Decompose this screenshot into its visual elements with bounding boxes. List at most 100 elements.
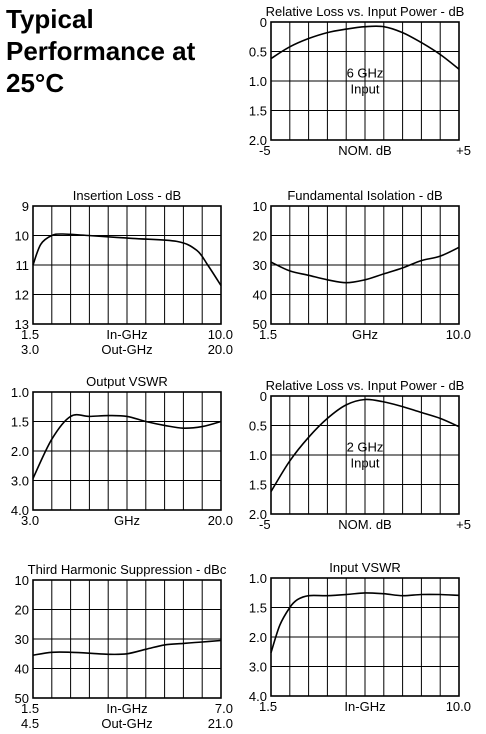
y-tick-label: 20 bbox=[15, 603, 29, 618]
y-tick-label: 10 bbox=[253, 199, 267, 214]
y-tick-label: 2.0 bbox=[11, 444, 29, 459]
chart-title: Fundamental Isolation - dB bbox=[287, 188, 442, 203]
series-line bbox=[32, 413, 222, 479]
x-tick-label: -5 bbox=[259, 517, 271, 532]
y-tick-label: 40 bbox=[253, 288, 267, 303]
x-tick-label-secondary: 3.0 bbox=[21, 342, 39, 357]
y-tick-label: 1.5 bbox=[11, 415, 29, 430]
y-tick-label: 10 bbox=[15, 229, 29, 244]
y-tick-label: 3.0 bbox=[11, 474, 29, 489]
series-line bbox=[270, 25, 460, 70]
y-tick-label: 11 bbox=[16, 258, 30, 273]
x-tick-label-secondary: Out-GHz bbox=[101, 342, 152, 357]
chart-relative-loss-6ghz: Relative Loss vs. Input Power - dB0 0.5 1.… bbox=[249, 4, 471, 158]
y-tick-label: 0.5 bbox=[249, 419, 267, 434]
heading-line-1: Typical bbox=[6, 4, 94, 34]
chart-insertion-loss: Insertion Loss - dB 9 10 11 12 131.5 In-GHz 10.… bbox=[15, 188, 233, 357]
x-tick-label-secondary: Out-GHz bbox=[101, 716, 152, 731]
y-tick-label: 50 bbox=[15, 691, 29, 706]
y-tick-label: 4.0 bbox=[249, 689, 267, 704]
y-tick-label: 10 bbox=[15, 573, 29, 588]
y-tick-label: 1.0 bbox=[249, 74, 267, 89]
x-tick-label: 1.5 bbox=[259, 327, 277, 342]
y-tick-label: 0.5 bbox=[249, 45, 267, 60]
chart-fundamental-isolation: Fundamental Isolation - dB 10 20 30 40 501.5 G… bbox=[253, 188, 471, 342]
grid-lines bbox=[271, 578, 459, 696]
x-tick-label: 1.5 bbox=[259, 699, 277, 714]
chart-title: Relative Loss vs. Input Power - dB bbox=[266, 378, 465, 393]
x-tick-label: GHz bbox=[114, 513, 140, 528]
grid-lines bbox=[33, 392, 221, 510]
grid-lines bbox=[33, 580, 221, 698]
series-line bbox=[270, 398, 460, 493]
y-tick-label: 30 bbox=[15, 632, 29, 647]
plot-frame bbox=[270, 395, 460, 515]
x-tick-label: +5 bbox=[456, 517, 471, 532]
x-tick-label-secondary: 4.5 bbox=[21, 716, 39, 731]
chart-annotation: 6 GHz bbox=[347, 65, 384, 80]
y-tick-label: 4.0 bbox=[11, 503, 29, 518]
chart-annotation: Input bbox=[351, 81, 380, 96]
y-tick-label: 13 bbox=[15, 317, 29, 332]
chart-title: Insertion Loss - dB bbox=[73, 188, 181, 203]
y-tick-label: 20 bbox=[253, 229, 267, 244]
y-tick-label: 1.5 bbox=[249, 601, 267, 616]
plot-frame bbox=[270, 205, 460, 325]
x-tick-label: In-GHz bbox=[106, 701, 147, 716]
y-tick-label: 0 bbox=[260, 15, 267, 30]
x-tick-label: 20.0 bbox=[208, 513, 233, 528]
plot-frame bbox=[32, 391, 222, 511]
y-tick-label: 2.0 bbox=[249, 630, 267, 645]
x-tick-label: In-GHz bbox=[344, 699, 385, 714]
grid-lines bbox=[271, 206, 459, 324]
y-tick-label: 1.5 bbox=[249, 104, 267, 119]
x-tick-label: 1.5 bbox=[21, 327, 39, 342]
grid-lines bbox=[33, 206, 221, 324]
y-tick-label: 1.0 bbox=[249, 448, 267, 463]
chart-title: Relative Loss vs. Input Power - dB bbox=[266, 4, 465, 19]
series-line bbox=[270, 592, 460, 653]
x-tick-label: 10.0 bbox=[446, 699, 471, 714]
x-tick-label-secondary: 20.0 bbox=[208, 342, 233, 357]
grid-lines bbox=[271, 22, 459, 140]
x-tick-label: 3.0 bbox=[21, 513, 39, 528]
heading-line-2: Performance at bbox=[6, 36, 196, 66]
chart-relative-loss-2ghz: Relative Loss vs. Input Power - dB0 0.5 1.… bbox=[249, 378, 471, 532]
y-tick-label: 1.5 bbox=[249, 478, 267, 493]
x-tick-label: 1.5 bbox=[21, 701, 39, 716]
y-tick-label: 2.0 bbox=[249, 507, 267, 522]
plot-frame bbox=[270, 577, 460, 697]
y-tick-label: 1.0 bbox=[249, 571, 267, 586]
x-tick-label-secondary: 21.0 bbox=[208, 716, 233, 731]
y-tick-label: 40 bbox=[15, 662, 29, 677]
x-tick-label: NOM. dB bbox=[338, 143, 391, 158]
y-tick-label: 30 bbox=[253, 258, 267, 273]
x-tick-label: -5 bbox=[259, 143, 271, 158]
x-tick-label: 10.0 bbox=[446, 327, 471, 342]
grid-lines bbox=[271, 396, 459, 514]
series-line bbox=[32, 639, 222, 656]
y-tick-label: 1.0 bbox=[11, 385, 29, 400]
chart-annotation: 2 GHz bbox=[347, 439, 384, 454]
y-tick-label: 50 bbox=[253, 317, 267, 332]
chart-title: Third Harmonic Suppression - dBc bbox=[28, 562, 227, 577]
x-tick-label: +5 bbox=[456, 143, 471, 158]
plot-frame bbox=[270, 21, 460, 141]
chart-annotation: Input bbox=[351, 455, 380, 470]
y-tick-label: 0 bbox=[260, 389, 267, 404]
chart-title: Output VSWR bbox=[86, 374, 168, 389]
plot-frame bbox=[32, 579, 222, 699]
series-line bbox=[32, 233, 222, 287]
y-tick-label: 2.0 bbox=[249, 133, 267, 148]
x-tick-label: GHz bbox=[352, 327, 378, 342]
y-tick-label: 12 bbox=[15, 288, 29, 303]
x-tick-label: 10.0 bbox=[208, 327, 233, 342]
series-line bbox=[270, 246, 460, 284]
chart-title: Input VSWR bbox=[329, 560, 401, 575]
y-tick-label: 3.0 bbox=[249, 660, 267, 675]
x-tick-label: 7.0 bbox=[215, 701, 233, 716]
